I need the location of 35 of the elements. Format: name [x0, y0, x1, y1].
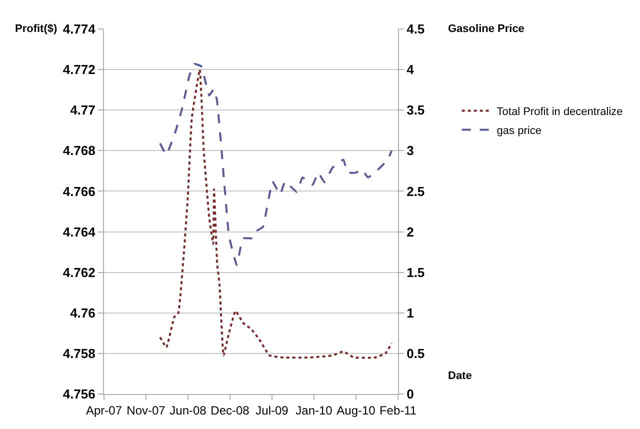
- x-tick-label: Aug-10: [336, 403, 376, 418]
- line-series: [159, 62, 393, 266]
- y2-tick-label: 2: [406, 224, 414, 240]
- line-series: [159, 68, 393, 359]
- x-tick-label: Jun-08: [170, 403, 207, 418]
- x-tick-label: Jan-10: [296, 403, 333, 418]
- y-tick-label: 4.772: [62, 62, 96, 78]
- y-axis-title: Profit($): [15, 23, 58, 35]
- y-tick-label: 4.768: [62, 143, 96, 158]
- y-tick-label: 4.76: [70, 305, 96, 320]
- legend-label: Total Profit in decentralize: [496, 106, 623, 118]
- y-tick-label: 4.766: [62, 184, 96, 199]
- y2-tick-label: 1: [406, 305, 414, 320]
- y2-tick-label: 3: [406, 143, 414, 158]
- y2-tick-label: 0.5: [406, 346, 425, 361]
- y2-tick-label: 2.5: [406, 184, 425, 199]
- y2-tick-label: 4: [406, 62, 415, 78]
- y-tick-label: 4.758: [62, 346, 96, 361]
- legend-label: gas price: [496, 125, 542, 138]
- x-tick-label: Feb-11: [379, 403, 417, 418]
- x-tick-label: Nov-07: [126, 403, 166, 418]
- y-tick-label: 4.77: [70, 102, 96, 118]
- y2-tick-label: 4.5: [406, 22, 425, 37]
- y2-tick-label: 1.5: [406, 264, 425, 280]
- y2-tick-label: 0: [406, 386, 414, 402]
- x-tick-label: Dec-08: [210, 403, 250, 418]
- y2-axis-title: Gasoline Price: [448, 23, 524, 35]
- y-tick-label: 4.756: [62, 386, 96, 402]
- y-tick-label: 4.774: [62, 22, 96, 37]
- x-tick-label: Apr-07: [86, 403, 122, 418]
- y-tick-label: 4.762: [62, 264, 96, 280]
- x-axis-title: Date: [448, 370, 472, 382]
- y-tick-label: 4.764: [62, 224, 96, 240]
- x-tick-label: Jul-09: [256, 403, 289, 418]
- y2-tick-label: 3.5: [406, 102, 425, 118]
